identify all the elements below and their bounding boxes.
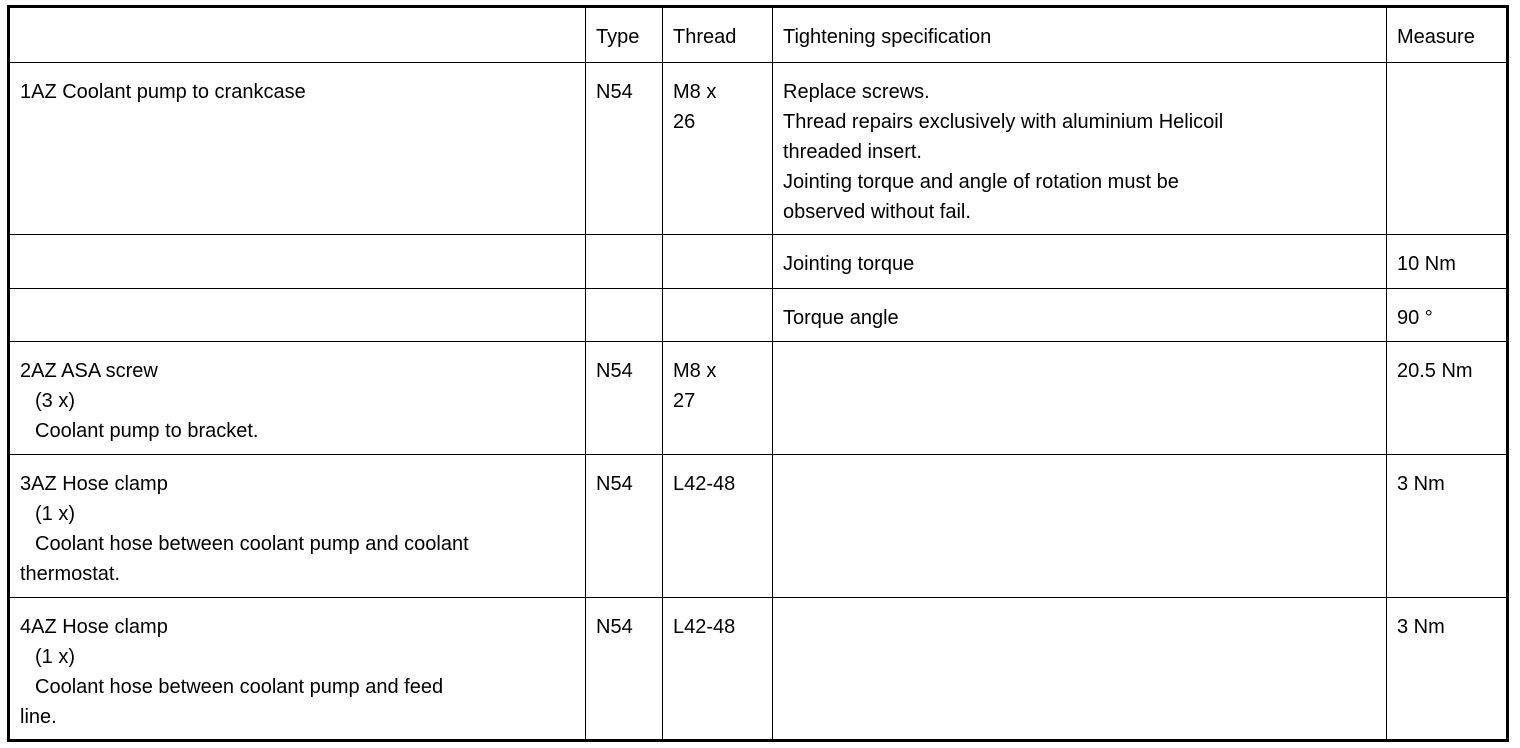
table-cell: Thread bbox=[662, 6, 773, 63]
table-cell: Measure bbox=[1386, 6, 1508, 63]
table-cell bbox=[662, 288, 773, 342]
cell-text: 10 Nm bbox=[1397, 253, 1456, 275]
table-cell: 1AZ Coolant pump to crankcase bbox=[8, 62, 586, 235]
cell-text: N54 bbox=[596, 360, 633, 382]
cell-text: Torque angle bbox=[783, 307, 899, 329]
cell-text: 26 bbox=[673, 111, 696, 133]
cell-text: 4AZ Hose clamp bbox=[20, 616, 168, 638]
table-cell: N54 bbox=[585, 62, 663, 235]
cell-text: Jointing torque bbox=[783, 253, 915, 275]
table-cell bbox=[8, 6, 586, 63]
table-cell: 3AZ Hose clamp (1 x) Coolant hose between … bbox=[8, 454, 586, 598]
cell-text: (3 x) bbox=[35, 390, 75, 412]
cell-text: thermostat. bbox=[20, 563, 121, 585]
table-cell bbox=[585, 288, 663, 342]
cell-text: M8 x bbox=[673, 360, 717, 382]
table-cell: 10 Nm bbox=[1386, 234, 1508, 289]
table-cell bbox=[772, 454, 1387, 598]
cell-text: Coolant hose between coolant pump and fe… bbox=[35, 676, 444, 698]
table-cell: M8 x 26 bbox=[662, 62, 773, 235]
table-row: Torque angle 90 ° bbox=[8, 288, 1508, 342]
cell-text: N54 bbox=[596, 81, 633, 103]
table-cell: Jointing torque bbox=[772, 234, 1387, 289]
table-cell: L42-48 bbox=[662, 597, 773, 741]
table-row: 2AZ ASA screw (3 x) Coolant pump to bracke… bbox=[8, 341, 1508, 455]
cell-text: observed without fail. bbox=[783, 201, 971, 223]
table-cell: 3 Nm bbox=[1386, 454, 1508, 598]
table-cell: 20.5 Nm bbox=[1386, 341, 1508, 455]
cell-text: Replace screws. bbox=[783, 81, 930, 103]
table-cell: Type bbox=[585, 6, 663, 63]
table-row: Jointing torque 10 Nm bbox=[8, 234, 1508, 289]
cell-text: N54 bbox=[596, 473, 633, 495]
table-cell: N54 bbox=[585, 454, 663, 598]
table-cell: L42-48 bbox=[662, 454, 773, 598]
cell-text: 90 ° bbox=[1397, 307, 1433, 329]
table-cell: M8 x 27 bbox=[662, 341, 773, 455]
table-row: 1AZ Coolant pump to crankcase N54 M8 x 26 Re… bbox=[8, 62, 1508, 235]
cell-text: Coolant pump to bracket. bbox=[35, 420, 259, 442]
table-cell bbox=[772, 597, 1387, 741]
cell-text: N54 bbox=[596, 616, 633, 638]
table-cell: N54 bbox=[585, 341, 663, 455]
table-cell: 2AZ ASA screw (3 x) Coolant pump to bracke… bbox=[8, 341, 586, 455]
cell-text: 3 Nm bbox=[1397, 473, 1445, 495]
cell-text: Jointing torque and angle of rotation mu… bbox=[783, 171, 1179, 193]
cell-text: 2AZ ASA screw bbox=[20, 360, 158, 382]
cell-text: 27 bbox=[673, 390, 696, 412]
spec-table: Type Thread Tightening specification Measur… bbox=[7, 5, 1509, 742]
table-cell: N54 bbox=[585, 597, 663, 741]
cell-text: Tightening specification bbox=[783, 26, 992, 48]
cell-text: 3AZ Hose clamp bbox=[20, 473, 168, 495]
table-cell: Torque angle bbox=[772, 288, 1387, 342]
cell-text: 1AZ Coolant pump to crankcase bbox=[20, 81, 306, 103]
cell-text: M8 x bbox=[673, 81, 717, 103]
cell-text: L42-48 bbox=[673, 616, 736, 638]
cell-text: Thread bbox=[673, 26, 737, 48]
table-row: 4AZ Hose clamp (1 x) Coolant hose between … bbox=[8, 597, 1508, 741]
table-cell bbox=[8, 234, 586, 289]
table-cell: Tightening specification bbox=[772, 6, 1387, 63]
table-cell: 3 Nm bbox=[1386, 597, 1508, 741]
table-cell bbox=[662, 234, 773, 289]
table-cell bbox=[772, 341, 1387, 455]
table-cell bbox=[1386, 62, 1508, 235]
table-cell: 4AZ Hose clamp (1 x) Coolant hose between … bbox=[8, 597, 586, 741]
cell-text: Measure bbox=[1397, 26, 1475, 48]
table-cell bbox=[585, 234, 663, 289]
cell-text: Coolant hose between coolant pump and co… bbox=[35, 533, 469, 555]
cell-text: L42-48 bbox=[673, 473, 736, 495]
cell-text: 3 Nm bbox=[1397, 616, 1445, 638]
header-row: Type Thread Tightening specification Measur… bbox=[8, 6, 1508, 63]
table-cell: Replace screws. Thread repairs exclusivel… bbox=[772, 62, 1387, 235]
cell-text: (1 x) bbox=[35, 646, 75, 668]
cell-text: Type bbox=[596, 26, 640, 48]
cell-text: (1 x) bbox=[35, 503, 75, 525]
cell-text: threaded insert. bbox=[783, 141, 922, 163]
cell-text: 20.5 Nm bbox=[1397, 360, 1473, 382]
cell-text: Thread repairs exclusively with aluminiu… bbox=[783, 111, 1224, 133]
table-cell bbox=[8, 288, 586, 342]
cell-text: line. bbox=[20, 706, 57, 728]
table-cell: 90 ° bbox=[1386, 288, 1508, 342]
table-row: 3AZ Hose clamp (1 x) Coolant hose between … bbox=[8, 454, 1508, 598]
